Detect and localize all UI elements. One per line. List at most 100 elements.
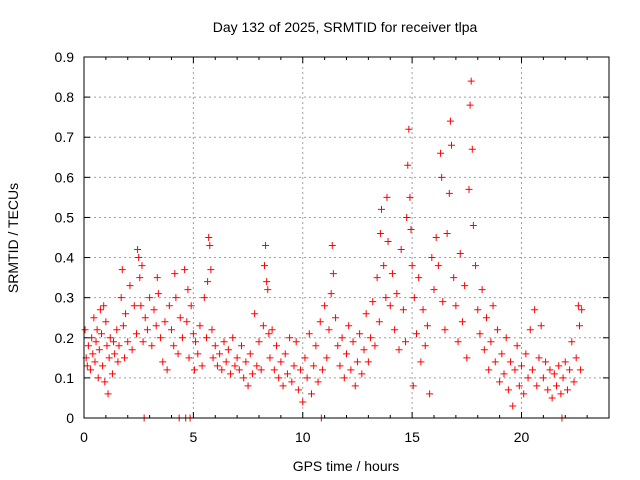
data-point [413,330,420,338]
data-point [310,362,318,370]
data-point [423,322,431,330]
data-point [533,382,541,390]
data-point [135,254,143,262]
y-axis-label: SRMTID / TECUs [5,183,21,293]
data-point [399,306,407,314]
data-point [325,326,333,334]
data-point [578,306,586,314]
data-point [450,274,458,282]
data-point [174,350,182,358]
data-point [539,374,547,382]
data-point [206,242,214,250]
data-point [297,366,305,374]
data-point [321,302,329,310]
data-point [279,382,287,390]
data-point [316,318,324,326]
data-point [102,318,110,326]
data-point [262,242,270,250]
data-point [208,326,216,334]
data-point [485,366,493,374]
data-point [83,362,91,370]
data-point [568,338,576,346]
data-point [88,334,96,342]
data-point [139,338,147,346]
data-point [406,193,414,201]
data-point [163,366,171,374]
data-point [439,298,447,306]
data-point [535,354,543,362]
data-point [218,366,226,374]
data-point [305,330,313,338]
data-point [171,270,179,278]
data-point [246,350,254,358]
data-point [154,290,162,298]
data-point [386,302,394,310]
data-point [542,358,550,366]
data-point [93,326,101,334]
x-tick-label: 15 [404,429,420,445]
data-point [189,330,197,338]
data-point [312,342,320,350]
data-point [448,141,455,149]
data-point [338,334,346,342]
data-point [157,334,165,342]
data-point [408,262,416,270]
data-point [351,382,359,390]
data-point [192,338,200,346]
data-point [275,374,283,382]
data-point [134,246,142,254]
data-point [572,354,580,362]
data-point [513,342,521,350]
data-point [141,314,149,322]
data-point [165,302,173,310]
data-point [364,358,372,366]
data-point [491,358,499,366]
data-point [105,354,113,362]
data-point [216,350,224,358]
data-point [84,342,92,350]
data-point [176,314,184,322]
data-point [546,366,554,374]
data-point [92,338,100,346]
data-point [371,342,379,350]
data-point [461,282,469,290]
data-point [430,286,438,294]
data-point [467,77,475,85]
y-tick-label: 0.3 [55,290,75,306]
data-point [238,342,245,350]
data-point [441,326,449,334]
data-point [437,149,445,157]
y-tick-label: 0.6 [55,169,75,185]
y-tick-label: 0.8 [55,89,75,105]
data-point [204,278,212,286]
data-point [231,362,239,370]
data-point [198,362,206,370]
data-point [378,205,385,213]
data-point [375,318,383,326]
data-point [108,370,116,378]
data-point [211,342,219,350]
data-point [544,386,552,394]
data-point [196,322,204,330]
data-point [445,189,453,197]
data-point [96,306,104,314]
data-point [426,390,434,398]
data-point [207,266,215,274]
data-point [101,378,109,386]
data-point [255,338,263,346]
data-point [340,374,348,382]
data-point [498,350,506,358]
data-point [465,185,473,193]
data-point [100,302,108,310]
data-point [493,326,501,334]
data-point [553,382,560,390]
data-point [95,346,103,354]
data-point [130,302,138,310]
data-point [559,374,567,382]
data-point [128,346,136,354]
data-point [240,374,248,382]
data-point [577,366,585,374]
data-point [478,286,486,294]
data-point [509,402,517,410]
data-point [288,378,296,386]
